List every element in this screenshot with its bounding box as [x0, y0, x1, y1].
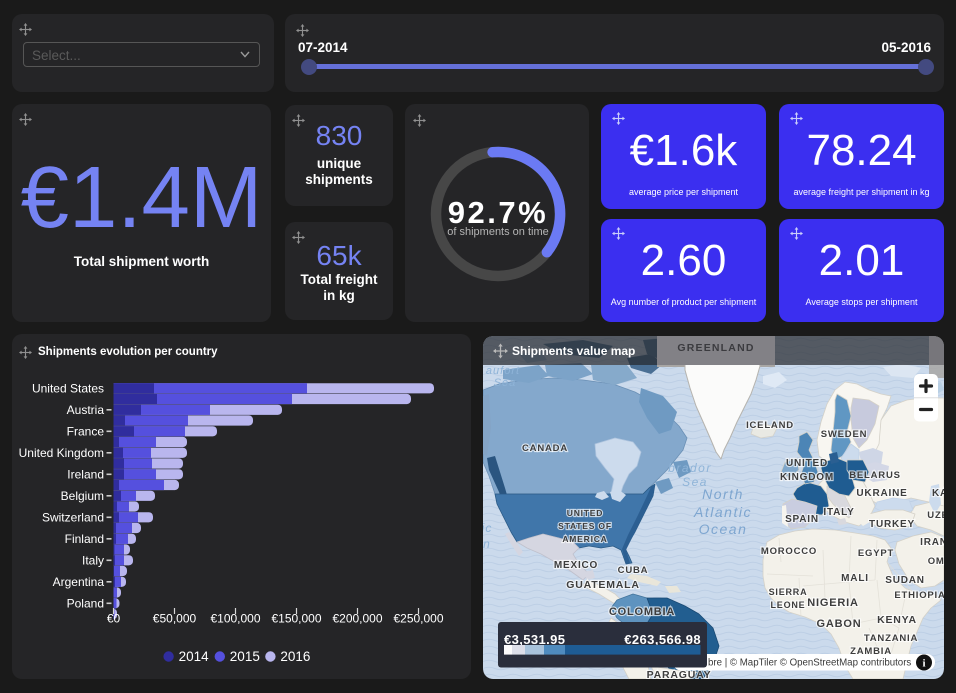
svg-text:UNITED: UNITED [786, 458, 828, 469]
svg-text:CUBA: CUBA [618, 565, 649, 576]
svg-text:i: i [922, 658, 925, 670]
svg-text:€50,000: €50,000 [153, 612, 197, 626]
svg-text:Sea: Sea [682, 475, 708, 489]
svg-text:LEONE: LEONE [770, 600, 805, 610]
svg-text:n: n [483, 537, 491, 551]
svg-text:SUDAN: SUDAN [885, 575, 925, 586]
svg-text:GABON: GABON [817, 618, 862, 630]
svg-text:KINGDOM: KINGDOM [780, 472, 834, 483]
svg-text:2016: 2016 [280, 649, 310, 664]
svg-text:aufort: aufort [486, 365, 520, 377]
svg-text:ITALY: ITALY [823, 507, 854, 518]
svg-text:Sea: Sea [494, 377, 517, 389]
svg-text:UNITED: UNITED [567, 508, 603, 518]
svg-text:Finland: Finland [65, 532, 104, 546]
svg-text:Austria: Austria [67, 403, 105, 417]
svg-text:SPAIN: SPAIN [785, 514, 819, 525]
svg-text:United Kingdom: United Kingdom [19, 446, 104, 460]
svg-text:€0: €0 [107, 612, 121, 626]
svg-text:2015: 2015 [230, 649, 260, 664]
svg-text:ETHIOPIA: ETHIOPIA [894, 590, 944, 601]
svg-text:€200,000: €200,000 [332, 612, 382, 626]
svg-text:Argentina: Argentina [53, 575, 105, 589]
svg-text:BELARUS: BELARUS [849, 470, 901, 481]
svg-text:Poland: Poland [67, 597, 104, 611]
svg-text:France: France [67, 425, 105, 439]
svg-text:CANADA: CANADA [522, 443, 568, 454]
svg-text:bre | © MapTiler © OpenStreetM: bre | © MapTiler © OpenStreetMap contrib… [708, 658, 911, 669]
svg-text:AMERICA: AMERICA [562, 534, 607, 544]
svg-text:GREENLAND: GREENLAND [677, 342, 754, 354]
svg-text:of shipments on time: of shipments on time [447, 226, 549, 238]
svg-text:Atlantic: Atlantic [693, 504, 752, 520]
svg-text:Shipments value map: Shipments value map [512, 344, 635, 358]
svg-text:€3,531.95: €3,531.95 [504, 632, 565, 647]
svg-text:brador: brador [668, 461, 712, 475]
svg-text:ICELAND: ICELAND [746, 420, 794, 431]
svg-text:TURKEY: TURKEY [869, 519, 915, 530]
svg-text:MEXICO: MEXICO [554, 560, 598, 571]
svg-text:United States: United States [32, 382, 104, 396]
svg-text:EGYPT: EGYPT [858, 548, 894, 559]
svg-text:€263,566.98: €263,566.98 [624, 632, 701, 647]
svg-text:PARAGUAY: PARAGUAY [647, 669, 712, 679]
svg-text:IRAN: IRAN [920, 537, 944, 548]
svg-text:Switzerland: Switzerland [42, 511, 104, 525]
svg-text:KA: KA [932, 488, 944, 499]
svg-text:UZE: UZE [927, 510, 944, 521]
svg-text:UKRAINE: UKRAINE [856, 488, 907, 499]
svg-text:KENYA: KENYA [877, 614, 917, 626]
svg-text:STATES OF: STATES OF [558, 521, 612, 531]
svg-text:92.7%: 92.7% [448, 195, 548, 230]
svg-text:Belgium: Belgium [61, 489, 104, 503]
svg-text:Ireland: Ireland [67, 468, 104, 482]
svg-text:Italy: Italy [82, 554, 104, 568]
svg-text:€100,000: €100,000 [210, 612, 260, 626]
svg-text:Ocean: Ocean [699, 521, 748, 537]
svg-text:MALI: MALI [841, 573, 869, 584]
svg-text:ic: ic [483, 521, 492, 535]
svg-text:GUATEMALA: GUATEMALA [566, 579, 640, 591]
svg-text:COLOMBIA: COLOMBIA [609, 606, 675, 618]
svg-text:SWEDEN: SWEDEN [821, 429, 868, 440]
svg-text:€250,000: €250,000 [393, 612, 443, 626]
svg-text:NIGERIA: NIGERIA [807, 597, 858, 609]
svg-text:North: North [702, 486, 744, 502]
svg-text:OMA: OMA [928, 556, 944, 567]
svg-text:MOROCCO: MOROCCO [761, 546, 817, 557]
svg-text:SIERRA: SIERRA [769, 587, 808, 597]
svg-text:2014: 2014 [179, 649, 210, 664]
svg-text:TANZANIA: TANZANIA [864, 633, 918, 644]
svg-text:€150,000: €150,000 [271, 612, 321, 626]
